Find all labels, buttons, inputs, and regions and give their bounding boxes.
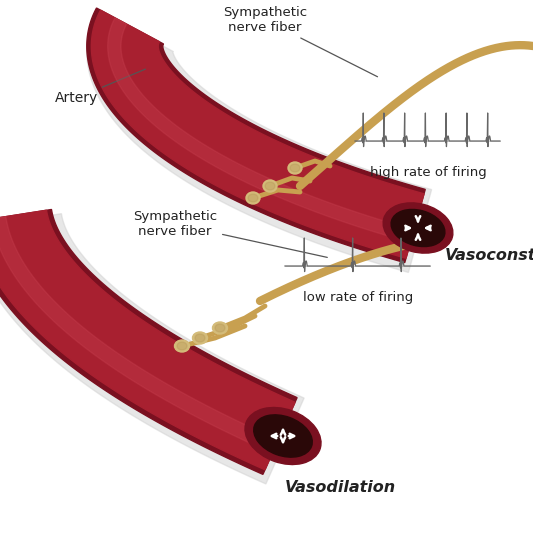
Ellipse shape bbox=[391, 210, 445, 247]
Ellipse shape bbox=[213, 322, 228, 334]
Ellipse shape bbox=[192, 332, 207, 344]
Text: low rate of firing: low rate of firing bbox=[303, 291, 413, 304]
Ellipse shape bbox=[290, 164, 300, 172]
Ellipse shape bbox=[288, 162, 302, 174]
Text: Vasoconstriction: Vasoconstriction bbox=[445, 249, 533, 264]
Ellipse shape bbox=[245, 407, 321, 465]
Ellipse shape bbox=[195, 334, 205, 342]
Polygon shape bbox=[87, 11, 432, 272]
Ellipse shape bbox=[383, 203, 453, 253]
Ellipse shape bbox=[174, 340, 190, 352]
Polygon shape bbox=[0, 214, 304, 484]
Polygon shape bbox=[0, 217, 278, 453]
Ellipse shape bbox=[177, 342, 187, 350]
Text: Sympathetic
nerve fiber: Sympathetic nerve fiber bbox=[223, 6, 377, 77]
Ellipse shape bbox=[215, 324, 225, 332]
Polygon shape bbox=[0, 210, 295, 470]
Polygon shape bbox=[108, 18, 414, 242]
Ellipse shape bbox=[254, 415, 312, 457]
Text: high rate of firing: high rate of firing bbox=[369, 166, 487, 179]
Ellipse shape bbox=[265, 182, 275, 190]
Text: Sympathetic
nerve fiber: Sympathetic nerve fiber bbox=[133, 210, 327, 257]
Polygon shape bbox=[87, 8, 425, 263]
Ellipse shape bbox=[248, 194, 258, 202]
Text: Artery: Artery bbox=[55, 69, 146, 105]
Polygon shape bbox=[0, 210, 297, 474]
Ellipse shape bbox=[263, 180, 277, 192]
Ellipse shape bbox=[246, 192, 260, 204]
Text: Vasodilation: Vasodilation bbox=[285, 480, 395, 495]
Polygon shape bbox=[91, 10, 424, 258]
